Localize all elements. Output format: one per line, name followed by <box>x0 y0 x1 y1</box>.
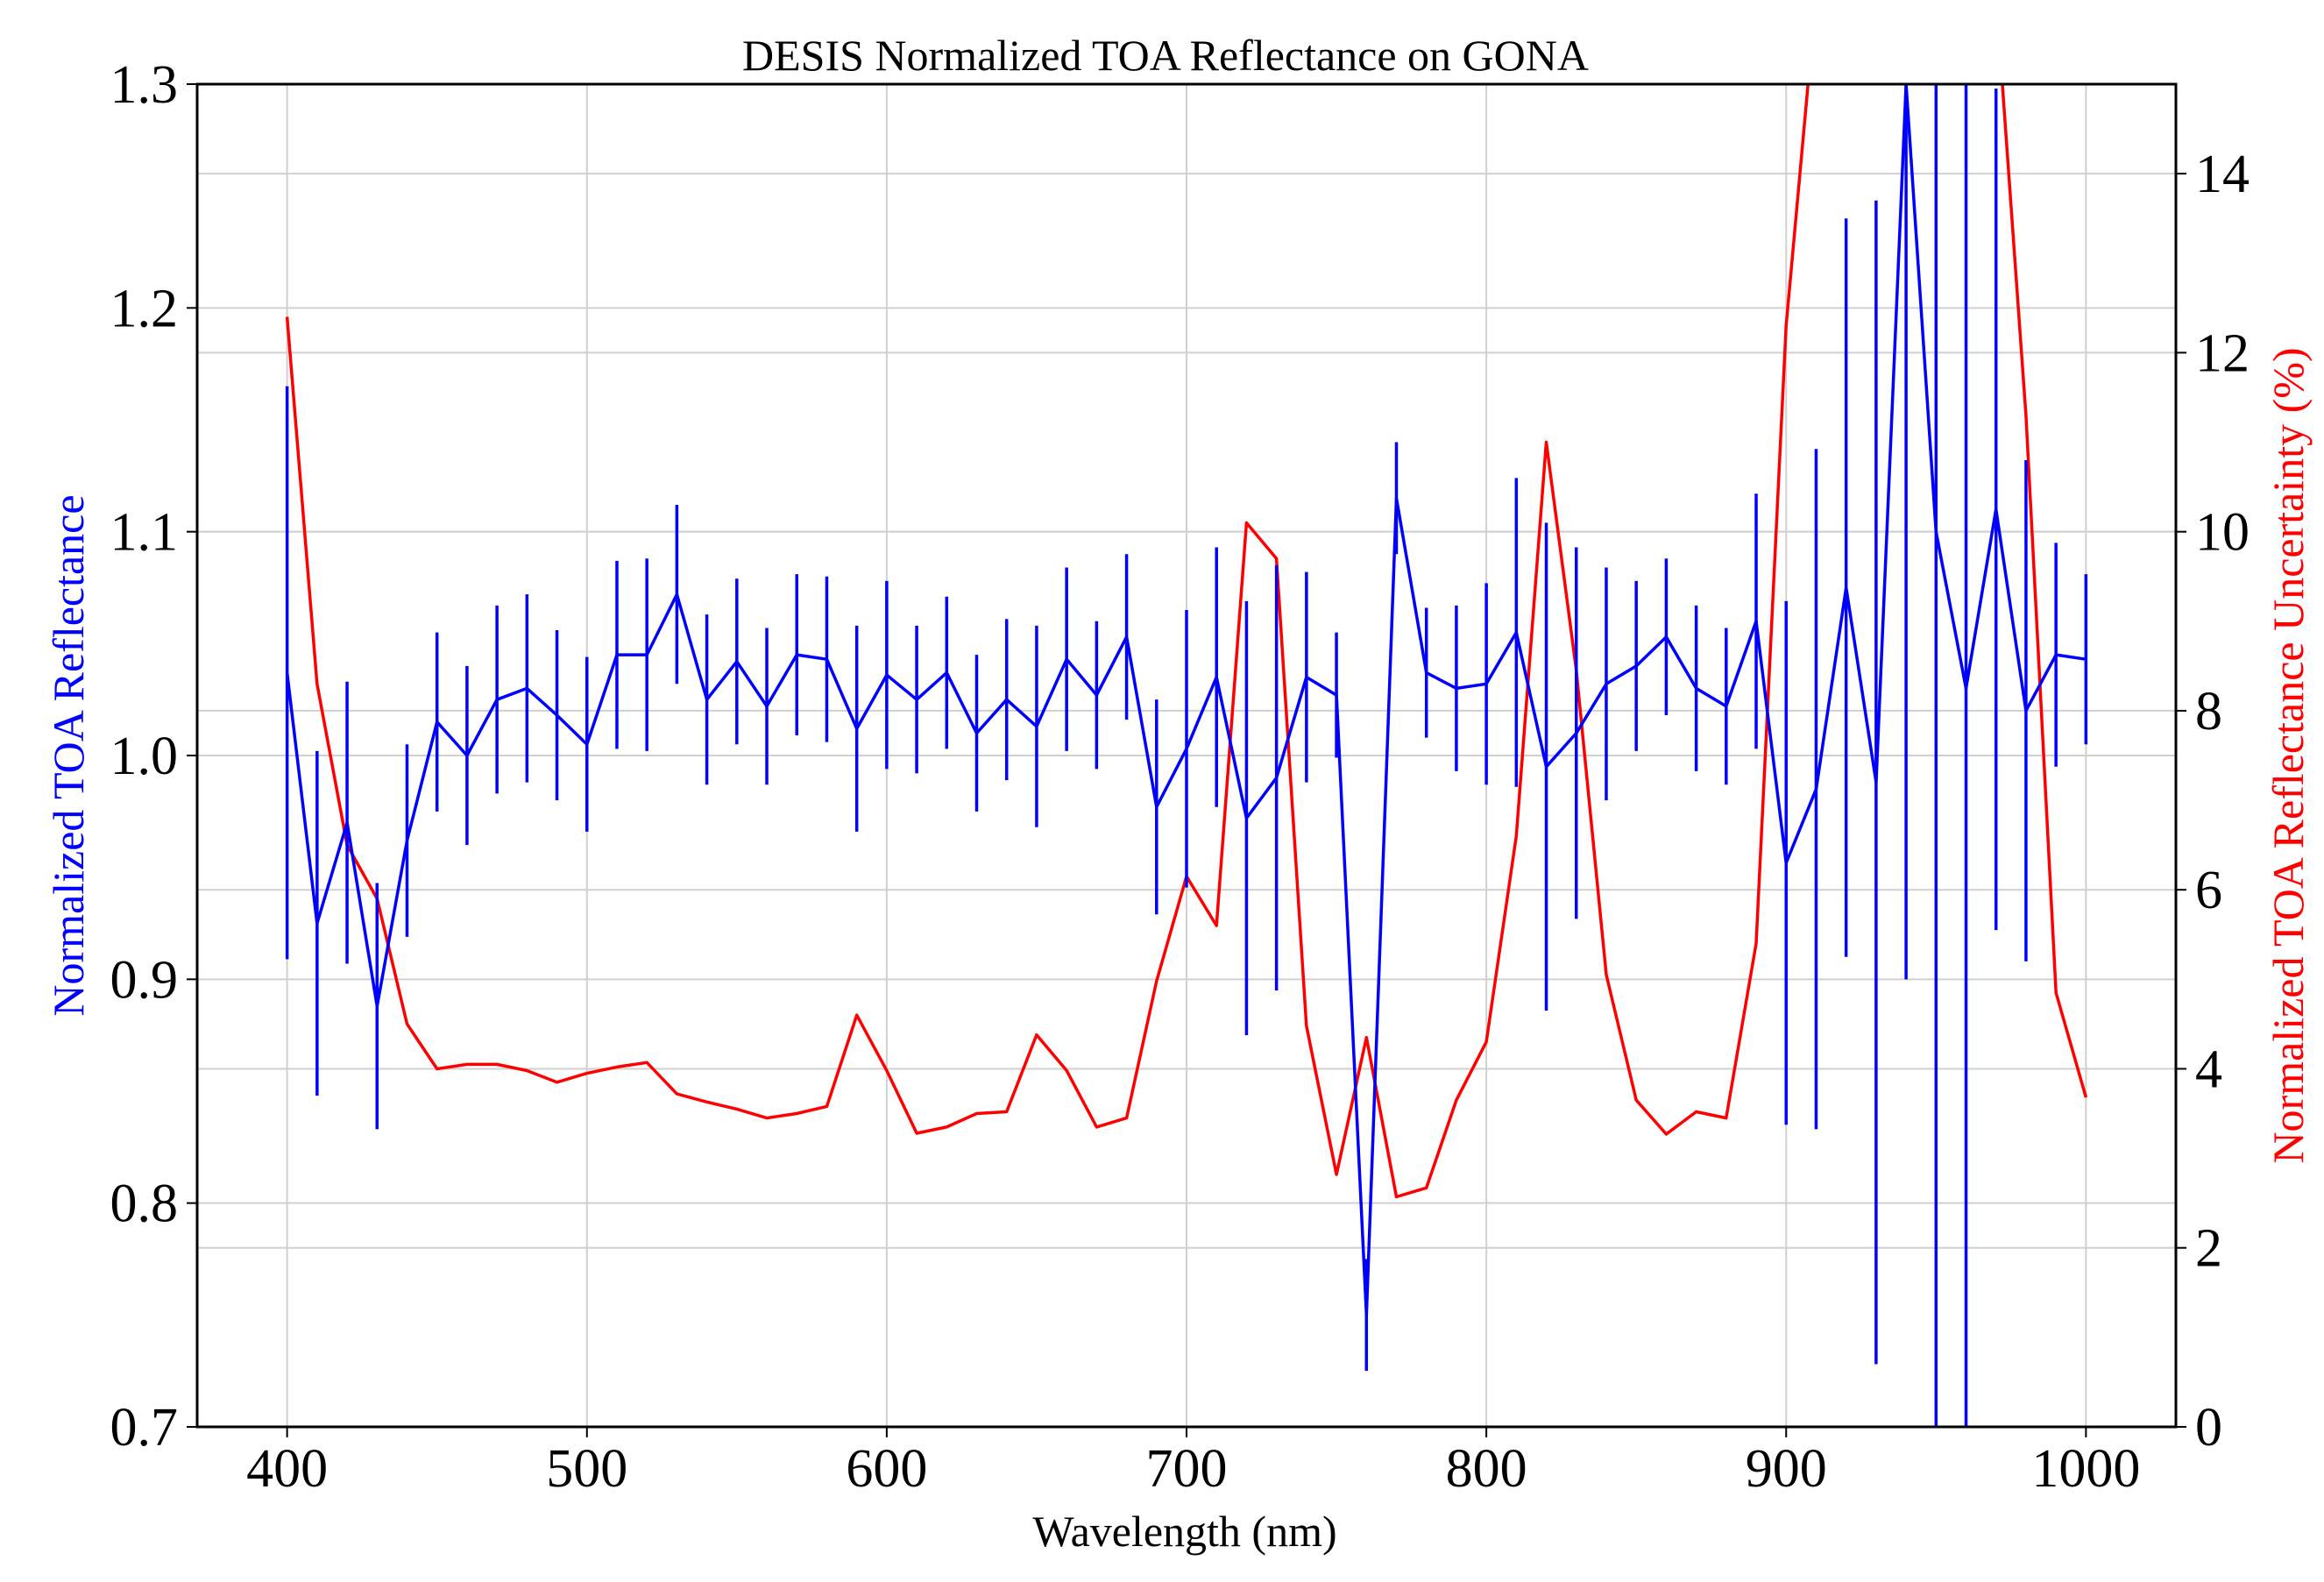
left-tick-label: 1.0 <box>110 727 179 786</box>
left-tick-label: 0.9 <box>110 950 179 1010</box>
right-tick-label: 10 <box>2195 503 2250 563</box>
chart-title: DESIS Normalized TOA Reflectance on GONA <box>742 31 1589 80</box>
left-tick-label: 1.3 <box>110 55 179 115</box>
right-axis-ticks: 0 2 4 6 8 10 12 14 <box>2176 145 2250 1458</box>
x-tick-label: 700 <box>1146 1439 1228 1499</box>
x-tick-label: 400 <box>246 1439 328 1499</box>
reflectance-series <box>285 84 2088 1427</box>
left-tick-label: 1.2 <box>110 279 179 338</box>
reflectance-line <box>285 84 2087 1317</box>
left-tick-label: 0.7 <box>110 1398 179 1458</box>
x-tick-label: 1000 <box>2031 1439 2140 1499</box>
right-tick-label: 12 <box>2195 323 2250 383</box>
left-tick-label: 0.8 <box>110 1174 179 1234</box>
right-tick-label: 6 <box>2195 861 2222 920</box>
x-tick-label: 800 <box>1446 1439 1527 1499</box>
right-tick-label: 2 <box>2195 1219 2222 1279</box>
right-tick-label: 14 <box>2195 145 2250 204</box>
right-tick-label: 0 <box>2195 1398 2222 1458</box>
x-axis-ticks: 400 500 600 700 800 900 1000 <box>246 1427 2140 1499</box>
left-tick-label: 1.1 <box>110 503 179 563</box>
left-axis-ticks: 0.7 0.8 0.9 1.0 1.1 1.2 1.3 <box>110 55 197 1458</box>
x-tick-label: 900 <box>1746 1439 1827 1499</box>
x-tick-label: 500 <box>546 1439 627 1499</box>
right-tick-label: 4 <box>2195 1039 2222 1099</box>
right-tick-label: 8 <box>2195 682 2222 741</box>
left-axis-label: Normalized TOA Reflectance <box>44 494 93 1016</box>
x-axis-label: Wavelength (nm) <box>1032 1507 1336 1556</box>
right-axis-label: Normalized TOA Reflectance Uncertainty (… <box>2264 347 2313 1163</box>
x-tick-label: 600 <box>846 1439 927 1499</box>
